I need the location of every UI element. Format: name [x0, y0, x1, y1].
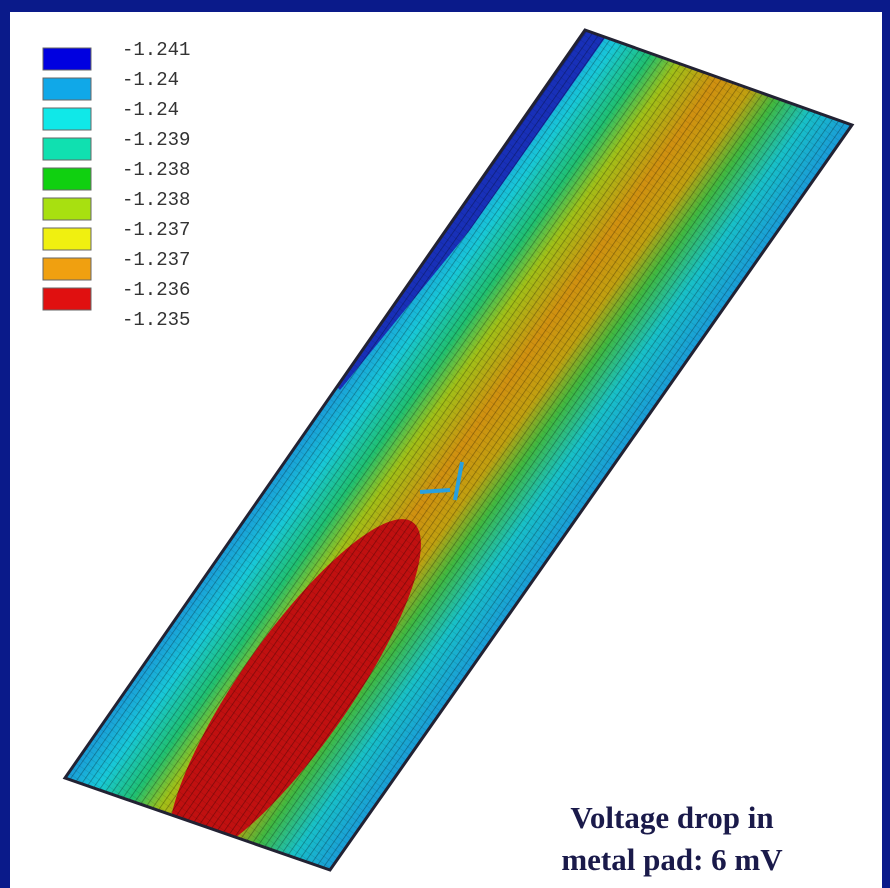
legend-swatch [42, 197, 92, 221]
legend-label: -1.239 [122, 129, 190, 151]
legend-label: -1.237 [122, 249, 190, 271]
legend-label: -1.238 [122, 159, 190, 181]
caption-line: Voltage drop in [570, 800, 773, 835]
legend-label: -1.237 [122, 219, 190, 241]
legend-label: -1.235 [122, 309, 190, 331]
legend-label: -1.24 [122, 69, 179, 91]
caption-line: metal pad: 6 mV [561, 842, 783, 877]
axis-triad [419, 461, 464, 501]
legend-label: -1.24 [122, 99, 179, 121]
legend-swatch [42, 257, 92, 281]
legend-swatch [42, 167, 92, 191]
legend-swatch [42, 227, 92, 251]
legend-swatch [42, 47, 92, 71]
legend-label: -1.238 [122, 189, 190, 211]
legend-label: -1.241 [122, 39, 190, 61]
plate [65, 30, 852, 870]
legend-swatch [42, 137, 92, 161]
legend: -1.241 -1.24 -1.24 -1.239 -1.238 -1.238 -1.237… [42, 39, 190, 331]
legend-swatch [42, 107, 92, 131]
legend-swatch [42, 77, 92, 101]
legend-swatch [42, 287, 92, 311]
legend-label: -1.236 [122, 279, 190, 301]
plate-outline [62, 28, 855, 872]
